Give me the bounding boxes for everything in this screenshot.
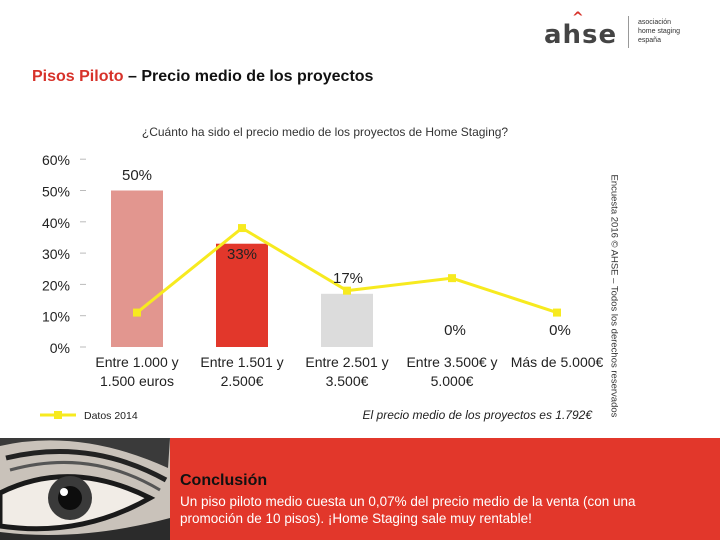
x-tick-label: Entre 1.000 y [95,354,178,370]
eye-illustration-icon [0,438,170,540]
line-point [553,308,561,317]
bar [321,293,373,347]
chart-annotation: El precio medio de los proyectos es 1.79… [363,408,594,422]
data-label: 50% [122,167,152,184]
y-tick-label: 40% [42,215,70,231]
x-tick-label: Entre 1.501 y [200,354,283,370]
logo-subtitle: asociación home staging españa [638,19,681,44]
line-point [343,286,351,295]
copyright-side-note: Encuesta 2016 © AHSE – Todos los derecho… [608,174,620,418]
x-tick-label: 2.500€ [221,373,264,389]
chart-question: ¿Cuánto ha sido el precio medio de los p… [141,125,509,139]
bar [111,190,163,347]
line-point [133,308,141,317]
conclusion-panel: Conclusión Un piso piloto medio cuesta u… [0,438,720,540]
conclusion-title: Conclusión [180,472,268,489]
y-tick-label: 50% [42,184,70,200]
price-chart: 0% 10% 20% 30% 40% 50% 60% Entre 1.000 y 1.500 e… [40,152,604,422]
page-title-accent: Pisos Piloto [32,68,124,85]
x-tick-label: 5.000€ [431,373,474,389]
y-tick-label: 20% [42,277,70,293]
logo-wordmark: ^ ahse [544,10,618,50]
logo-roof-icon: ^ [572,10,585,26]
x-tick-label: 1.500 euros [100,373,174,389]
x-tick-label: Más de 5.000€ [511,354,604,370]
data-label: 0% [549,322,571,339]
page-title: Pisos Piloto – Precio medio de los proye… [32,68,373,86]
x-tick-label: Entre 3.500€ y [406,354,497,370]
y-tick-label: 60% [42,152,70,168]
logo-divider [628,16,629,48]
x-tick-label: Entre 2.501 y [305,354,388,370]
conclusion-text: Un piso piloto medio cuesta un 0,07% del… [180,494,636,526]
line-point [238,224,246,233]
data-label: 0% [444,322,466,339]
legend-marker [54,411,62,419]
data-label: 17% [333,270,363,287]
line-point [448,274,456,283]
y-tick-label: 10% [42,309,70,325]
y-tick-label: 30% [42,246,70,262]
ahse-logo: ^ ahse asociación home staging españa [538,10,708,52]
legend-label: Datos 2014 [84,410,138,422]
bar [216,243,268,347]
data-label: 33% [227,246,257,263]
y-tick-label: 0% [50,340,70,356]
page-title-rest: – Precio medio de los proyectos [123,68,374,85]
x-tick-label: 3.500€ [326,373,369,389]
